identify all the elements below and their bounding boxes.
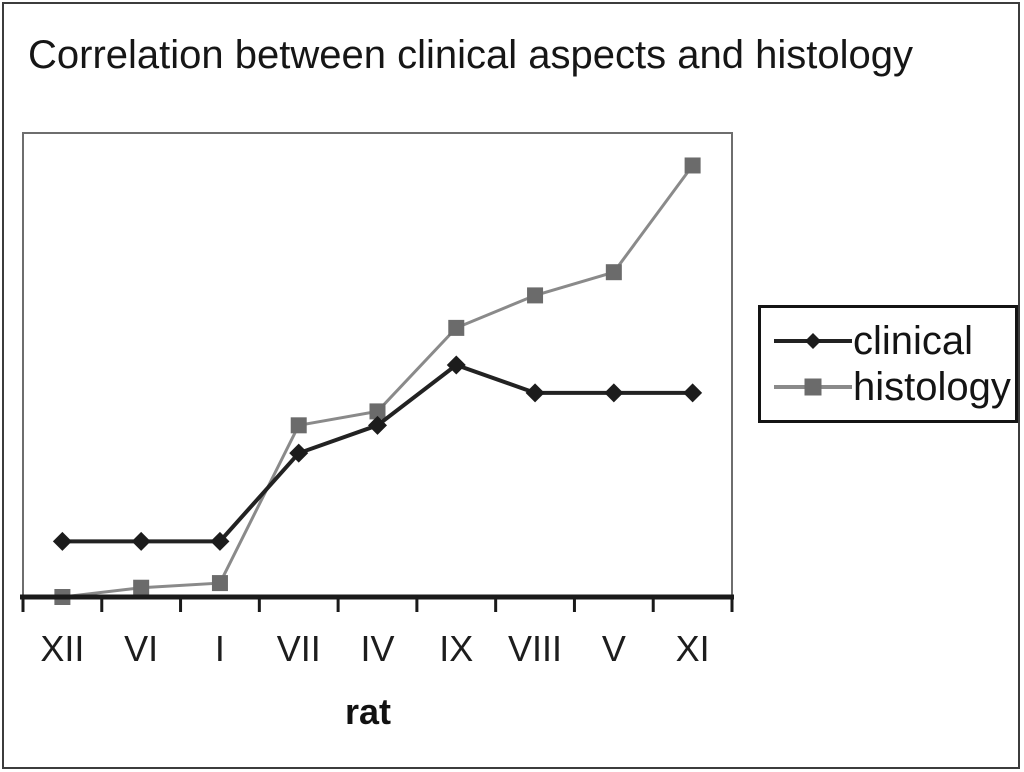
x-axis-label-XII: XII <box>40 628 84 669</box>
clinical-legend-marker <box>805 333 821 349</box>
legend-box: clinical histology <box>758 305 1018 423</box>
x-axis-label-IV: IV <box>360 628 394 669</box>
data-point-histology-I <box>211 575 228 592</box>
x-axis-label-V: V <box>602 628 626 669</box>
clinical-legend-glyph <box>774 333 852 349</box>
x-axis-label-XI: XI <box>676 628 710 669</box>
histology-legend-glyph <box>774 378 852 396</box>
data-point-clinical-VI <box>131 531 151 551</box>
data-point-clinical-XI <box>683 383 703 403</box>
data-point-clinical-VII <box>289 443 309 463</box>
data-point-clinical-XII <box>52 531 72 551</box>
x-axis-labels: XII VI I VII IV IX VIII V XI <box>40 628 709 669</box>
data-point-histology-IV <box>369 403 386 420</box>
x-axis-title: rat <box>345 691 391 732</box>
clinical-series <box>52 355 703 551</box>
data-point-clinical-VIII <box>525 383 545 403</box>
legend-label-clinical: clinical <box>853 319 974 363</box>
legend-label-histology: histology <box>853 365 1011 409</box>
chart-title: Correlation between clinical aspects and… <box>28 33 913 77</box>
data-point-histology-XI <box>684 157 701 174</box>
histology-legend-marker <box>804 378 822 396</box>
x-axis-label-VI: VI <box>124 628 158 669</box>
data-point-clinical-IX <box>446 355 466 375</box>
histology-series <box>54 157 701 605</box>
data-point-histology-VII <box>290 417 307 434</box>
data-point-histology-VIII <box>527 287 544 304</box>
data-point-histology-VI <box>133 579 150 596</box>
plot-border <box>22 132 733 598</box>
legend-entry-clinical: clinical <box>773 319 1015 363</box>
data-point-clinical-V <box>604 383 624 403</box>
data-point-clinical-IV <box>368 415 387 435</box>
x-axis-label-IX: IX <box>439 628 473 669</box>
data-point-clinical-I <box>210 531 230 551</box>
x-axis-ticks <box>21 599 734 612</box>
data-point-histology-IX <box>448 319 465 336</box>
legend-entry-histology: histology <box>773 365 1015 409</box>
x-axis-label-I: I <box>215 628 225 669</box>
x-axis-label-VII: VII <box>277 628 321 669</box>
x-axis-label-VIII: VIII <box>508 628 562 669</box>
data-point-histology-V <box>605 264 622 281</box>
